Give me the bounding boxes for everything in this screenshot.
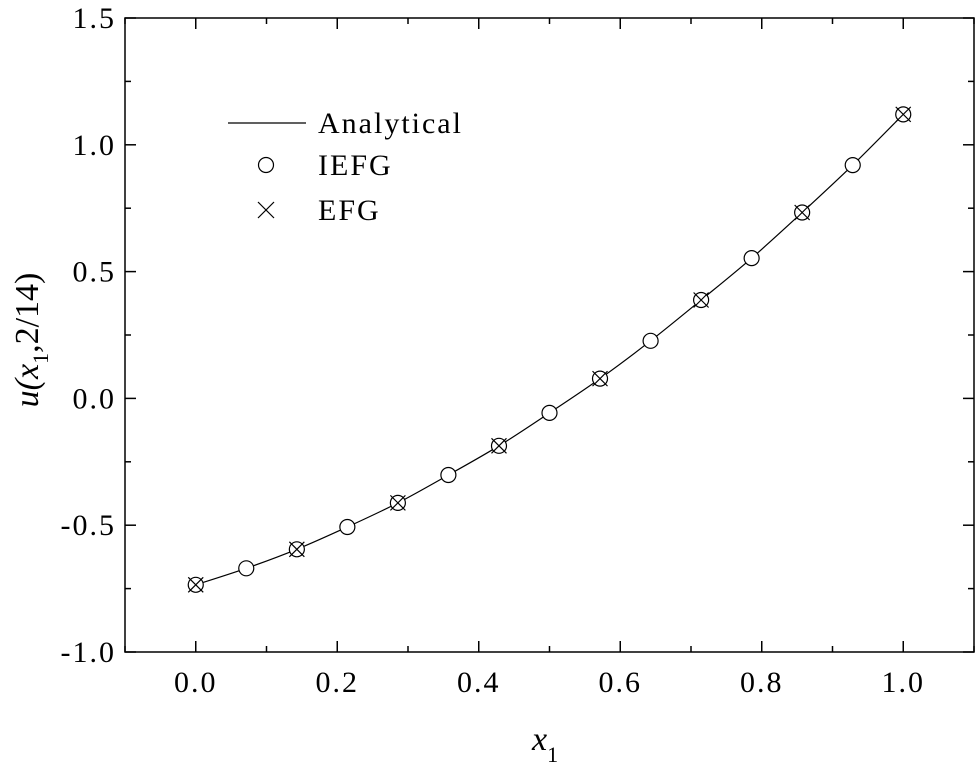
iefg-point: [541, 404, 558, 421]
y-tick-label: 0.0: [73, 382, 117, 415]
y-axis-title-prefix: u(: [9, 376, 46, 407]
plot-frame: [124, 17, 975, 653]
x-tick-label: 1.0: [882, 666, 926, 699]
x-tick-label: 0.8: [740, 666, 784, 699]
y-tick-label: -0.5: [61, 509, 117, 542]
x-axis-title: x1: [531, 721, 558, 767]
efg-point: [693, 292, 710, 308]
y-tick-label: 0.5: [73, 256, 117, 289]
iefg-point: [440, 466, 457, 484]
legend: Analytical IEFG EFG: [228, 107, 463, 227]
y-axis-title-var: x: [9, 364, 46, 380]
y-axis-title-sub: 1: [28, 353, 53, 364]
efg-point: [389, 494, 406, 511]
efg-point: [895, 106, 912, 123]
x-tick-label: 0.0: [174, 666, 218, 699]
y-tick-label: 1.0: [73, 129, 117, 162]
efg-point: [288, 541, 305, 558]
axis-ticks: [124, 17, 975, 653]
efg-point: [794, 204, 811, 221]
x-axis-title-var: x: [531, 721, 547, 758]
iefg-point: [238, 560, 255, 577]
x-tick-label: 0.2: [316, 666, 360, 699]
iefg-point: [642, 332, 659, 349]
series-analytical-line: [195, 113, 904, 586]
legend-label-efg: EFG: [318, 194, 381, 227]
y-tick-label: 1.5: [73, 2, 117, 35]
x-tick-label: 0.4: [457, 666, 501, 699]
legend-label-analytical: Analytical: [318, 107, 463, 140]
axis-tick-labels: 0.0 0.2 0.4 0.6 0.8 1.0 -1.0 -0.5 0.0 0.5 1.0 1.5: [61, 2, 926, 699]
y-axis-title: u(x1,2/14): [9, 273, 53, 408]
legend-label-iefg: IEFG: [318, 149, 393, 182]
legend-cross-swatch: [257, 201, 275, 219]
iefg-point: [339, 518, 356, 536]
y-tick-label: -1.0: [61, 636, 117, 669]
x-axis-title-sub: 1: [547, 742, 558, 767]
series-markers: [187, 106, 912, 593]
y-axis-title-suffix: ,2/14): [9, 273, 46, 353]
iefg-point: [844, 156, 861, 174]
x-tick-label: 0.6: [599, 666, 643, 699]
efg-point: [187, 576, 204, 593]
efg-point: [491, 437, 507, 454]
legend-circle-swatch: [257, 156, 275, 174]
iefg-point: [743, 250, 760, 267]
efg-point: [592, 370, 608, 387]
